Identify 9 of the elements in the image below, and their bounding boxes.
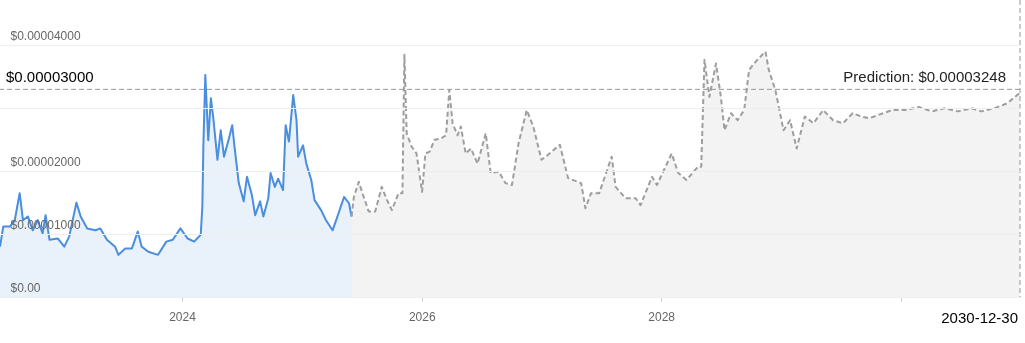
y-tick-label: $0.00004000: [10, 28, 81, 43]
annotation: Prediction: $0.00003248: [843, 67, 1006, 85]
x-tick-label: 2026: [408, 309, 436, 324]
annotation: $0.00003000: [6, 68, 94, 86]
y-tick-label: $0.00002000: [10, 154, 81, 169]
ref-line-label: 2030-12-30: [941, 309, 1018, 326]
x-tick-label: 2028: [648, 309, 676, 324]
x-tick-label: 2024: [169, 309, 197, 324]
y-tick-label: $0.00: [10, 280, 41, 295]
